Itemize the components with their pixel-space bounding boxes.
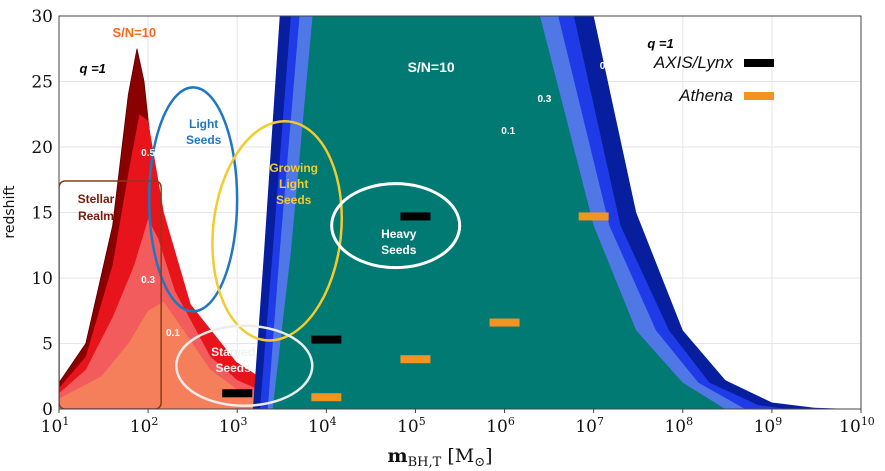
- y-tick-label: 25: [31, 73, 53, 93]
- blue-01-label: 0.1: [501, 126, 515, 137]
- light-seeds-label: Seeds: [186, 133, 222, 147]
- legend-swatch: [744, 92, 774, 100]
- athena-marker: [578, 212, 609, 221]
- stellar-realm-box: [59, 180, 162, 409]
- legend-label: AXIS/Lynx: [653, 53, 734, 72]
- red-03-label: 0.3: [141, 275, 155, 286]
- annotation-labels: S/N=10 q =1 0.5 0.3 0.1 S/N=10 q =1 0.5 0.3 0.1 Li…: [78, 25, 674, 375]
- y-tick-label: 15: [31, 204, 53, 224]
- stellar-realm-label: Realm: [78, 209, 114, 223]
- plot-frame: [58, 15, 862, 410]
- light-seeds-label: Light: [189, 117, 218, 131]
- x-tick-label: 107: [575, 415, 604, 437]
- q1-left-label: q =1: [80, 61, 106, 76]
- axis-lynx-marker: [311, 335, 342, 344]
- athena-marker: [489, 318, 520, 327]
- athena-marker: [311, 393, 342, 402]
- x-tick-label: 1010: [839, 415, 875, 437]
- growing-seeds-label: Growing: [269, 161, 318, 175]
- light-seeds-ellipse: [147, 86, 239, 313]
- x-tick-label: 104: [308, 415, 337, 437]
- x-axis-label: mBH,T [M⊙]: [387, 445, 492, 470]
- red-01-label: 0.1: [166, 328, 180, 339]
- x-tick-label: 102: [130, 415, 159, 437]
- sn10-right-label: S/N=10: [408, 59, 455, 75]
- sn10-left-label: S/N=10: [112, 25, 156, 40]
- growing-seeds-label: Seeds: [276, 193, 312, 207]
- axis-ticks: 101 102 103 104 105 106 107 108 109 1010 0 5 10 15 20 2…: [31, 7, 874, 437]
- legend-label: Athena: [678, 86, 733, 105]
- x-tick-label: 103: [219, 415, 248, 437]
- y-tick-label: 10: [31, 269, 53, 289]
- red-05-label: 0.5: [141, 148, 155, 159]
- y-tick-label: 20: [31, 138, 53, 158]
- legend: AXIS/Lynx Athena: [653, 53, 774, 105]
- heavy-seeds-label: Seeds: [381, 243, 417, 257]
- x-tick-label: 109: [754, 415, 783, 437]
- starved-seeds-ellipse: [175, 324, 314, 408]
- blue-05-label: 0.5: [600, 61, 614, 72]
- growing-seeds-label: Light: [279, 177, 308, 191]
- x-tick-label: 105: [397, 415, 426, 437]
- starved-seeds-label: Starved: [211, 345, 255, 359]
- stellar-realm-label: Stellar: [78, 192, 115, 206]
- heavy-seeds-ellipse: [330, 182, 462, 270]
- x-tick-label: 108: [664, 415, 693, 437]
- axis-lynx-marker: [400, 212, 431, 221]
- x-tick-label: 106: [486, 415, 515, 437]
- y-axis-label: redshift: [2, 185, 18, 239]
- stellar-area-01: [59, 301, 307, 409]
- data-areas: [59, 16, 853, 409]
- y-tick-label: 0: [42, 400, 53, 420]
- xray-area-01: [272, 16, 726, 409]
- starved-seeds-label: Seeds: [215, 361, 251, 375]
- growing-seeds-ellipse: [211, 119, 343, 342]
- blue-03-label: 0.3: [537, 94, 551, 105]
- axis-lynx-marker: [222, 389, 253, 398]
- y-tick-label: 30: [31, 7, 53, 27]
- heavy-seeds-label: Heavy: [381, 227, 417, 241]
- mission-markers: [222, 212, 609, 402]
- seed-regions: [59, 86, 462, 409]
- q1-right-label: q =1: [647, 36, 673, 51]
- legend-swatch: [744, 59, 774, 67]
- y-tick-label: 5: [42, 335, 53, 355]
- athena-marker: [400, 355, 431, 364]
- x-tick-label: 101: [41, 415, 70, 437]
